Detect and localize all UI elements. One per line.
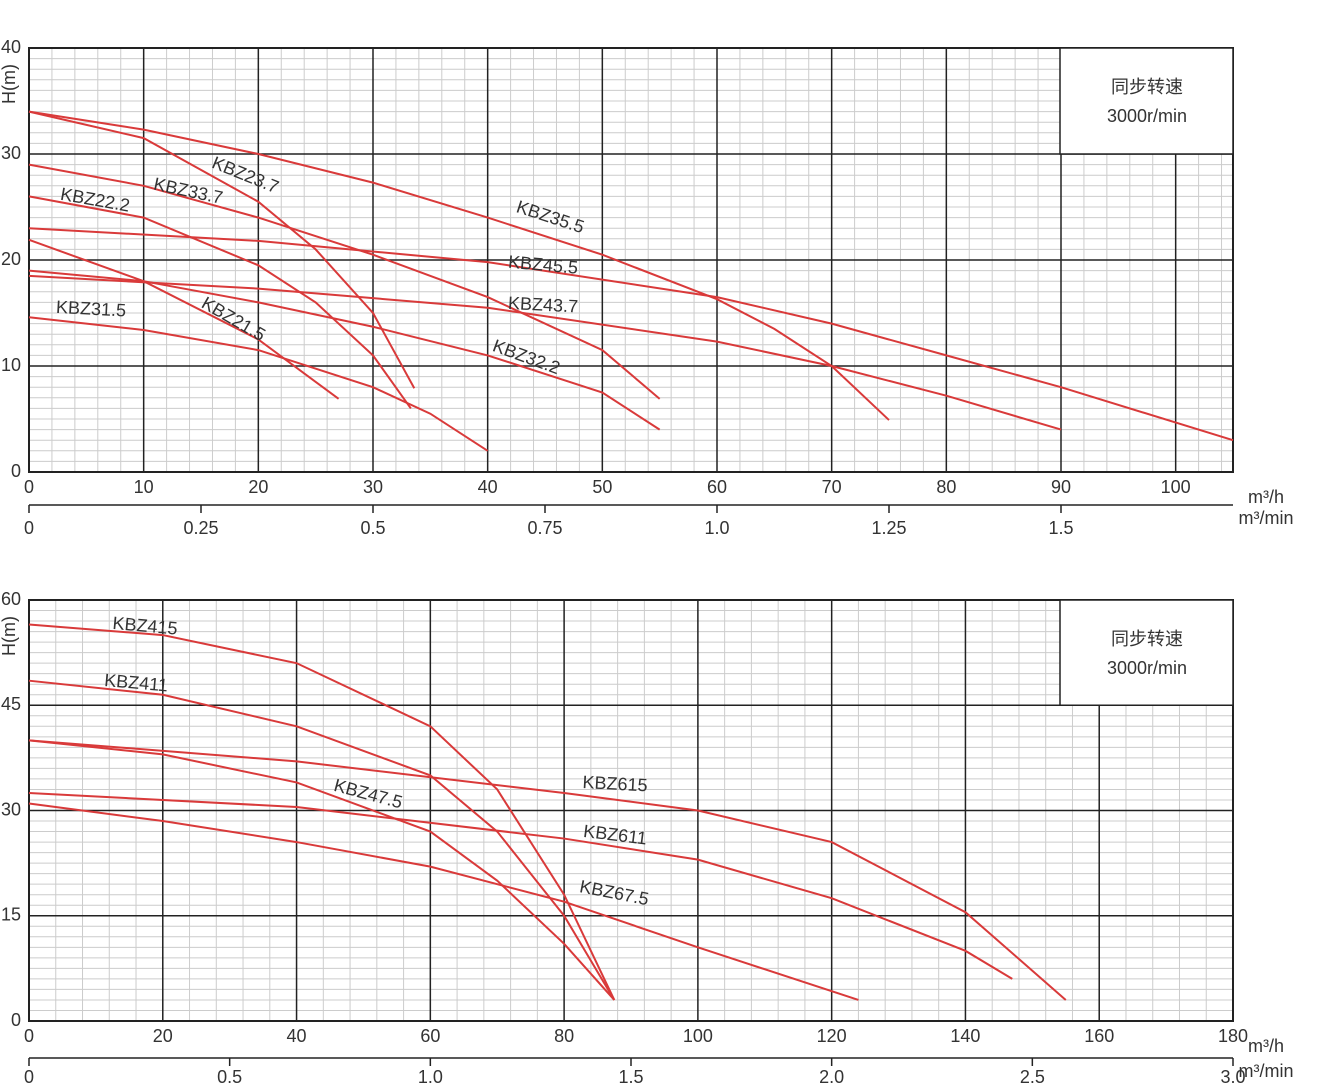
pump-curve — [28, 802, 859, 1001]
x-tick-label: 100 — [1161, 477, 1191, 497]
note-box — [1059, 599, 1234, 706]
x2-tick-label: 1.25 — [871, 518, 906, 538]
curve-label: KBZ67.5 — [578, 876, 651, 909]
x2-tick-label: 3.0 — [1220, 1067, 1245, 1086]
x2-tick-label: 0 — [24, 1067, 34, 1086]
x-tick-label: 80 — [936, 477, 956, 497]
x2-tick-label: 0.5 — [217, 1067, 242, 1086]
curve-label: KBZ415 — [112, 613, 179, 639]
y-tick-label: 0 — [11, 461, 21, 481]
x-tick-label: 0 — [24, 477, 34, 497]
curve-label: KBZ45.5 — [507, 252, 579, 278]
note-text: 同步转速 — [1111, 629, 1183, 649]
x-tick-label: 0 — [24, 1026, 34, 1046]
pump-curve — [28, 227, 1234, 442]
pump-curve — [28, 623, 616, 1001]
x-tick-label: 30 — [363, 477, 383, 497]
pump-curve — [28, 238, 340, 400]
y-tick-label: 10 — [1, 355, 21, 375]
x2-axis-label: m³/min — [1239, 1061, 1294, 1081]
plot-frame — [28, 599, 1234, 1022]
x2-tick-label: 1.0 — [418, 1067, 443, 1086]
x2-tick-label: 2.5 — [1020, 1067, 1045, 1086]
x-tick-label: 40 — [478, 477, 498, 497]
y-axis-label: H(m) — [0, 616, 19, 656]
note-text: 同步转速 — [1111, 77, 1183, 97]
y-tick-label: 30 — [1, 799, 21, 819]
pump-curve — [28, 195, 412, 409]
y-tick-label: 30 — [1, 143, 21, 163]
x2-tick-label: 1.0 — [704, 518, 729, 538]
pump-curve — [28, 110, 416, 389]
curve-label: KBZ411 — [104, 670, 169, 695]
note-text: 3000r/min — [1107, 106, 1187, 126]
x-tick-label: 80 — [554, 1026, 574, 1046]
pump-curve — [28, 274, 1062, 431]
x-tick-label: 20 — [248, 477, 268, 497]
x-axis-label: m³/h — [1248, 1036, 1284, 1056]
x-tick-label: 50 — [592, 477, 612, 497]
x2-axis-label: m³/min — [1239, 508, 1294, 528]
x-tick-label: 40 — [287, 1026, 307, 1046]
x-tick-label: 180 — [1218, 1026, 1248, 1046]
x2-tick-label: 0.75 — [527, 518, 562, 538]
note-box — [1059, 47, 1234, 155]
curve-label: KBZ32.2 — [490, 335, 563, 378]
x2-tick-label: 0.5 — [360, 518, 385, 538]
pump-curve — [28, 163, 661, 400]
x2-tick-label: 1.5 — [618, 1067, 643, 1086]
plot-frame — [28, 47, 1234, 473]
x-tick-label: 60 — [420, 1026, 440, 1046]
curve-label: KBZ611 — [582, 821, 648, 849]
y-tick-label: 0 — [11, 1010, 21, 1030]
x-tick-label: 70 — [822, 477, 842, 497]
curve-label: KBZ35.5 — [514, 196, 587, 237]
pump-curve — [28, 739, 616, 1001]
curve-label: KBZ31.5 — [56, 297, 127, 321]
y-tick-label: 45 — [1, 694, 21, 714]
x-tick-label: 120 — [817, 1026, 847, 1046]
curve-label: KBZ47.5 — [332, 775, 405, 812]
note-text: 3000r/min — [1107, 658, 1187, 678]
y-axis-label: H(m) — [0, 64, 19, 104]
pump-curve — [28, 791, 1013, 980]
x-tick-label: 20 — [153, 1026, 173, 1046]
x-tick-label: 160 — [1084, 1026, 1114, 1046]
y-tick-label: 20 — [1, 249, 21, 269]
x-tick-label: 140 — [950, 1026, 980, 1046]
x2-tick-label: 1.5 — [1048, 518, 1073, 538]
y-tick-label: 15 — [1, 905, 21, 925]
x-tick-label: 100 — [683, 1026, 713, 1046]
pump-curve — [28, 269, 661, 431]
x-tick-label: 60 — [707, 477, 727, 497]
pump-curve — [28, 316, 489, 452]
pump-curve — [28, 679, 616, 1001]
curve-label: KBZ615 — [582, 772, 648, 795]
pump-curve — [28, 110, 890, 421]
x-tick-label: 10 — [134, 477, 154, 497]
x-tick-label: 90 — [1051, 477, 1071, 497]
x2-tick-label: 0 — [24, 518, 34, 538]
x-axis-label: m³/h — [1248, 487, 1284, 507]
y-tick-label: 40 — [1, 37, 21, 57]
pump-curve — [28, 739, 1067, 1001]
y-tick-label: 60 — [1, 589, 21, 609]
x2-tick-label: 0.25 — [183, 518, 218, 538]
x2-tick-label: 2.0 — [819, 1067, 844, 1086]
curve-label: KBZ33.7 — [152, 174, 225, 208]
curve-label: KBZ43.7 — [508, 293, 579, 317]
